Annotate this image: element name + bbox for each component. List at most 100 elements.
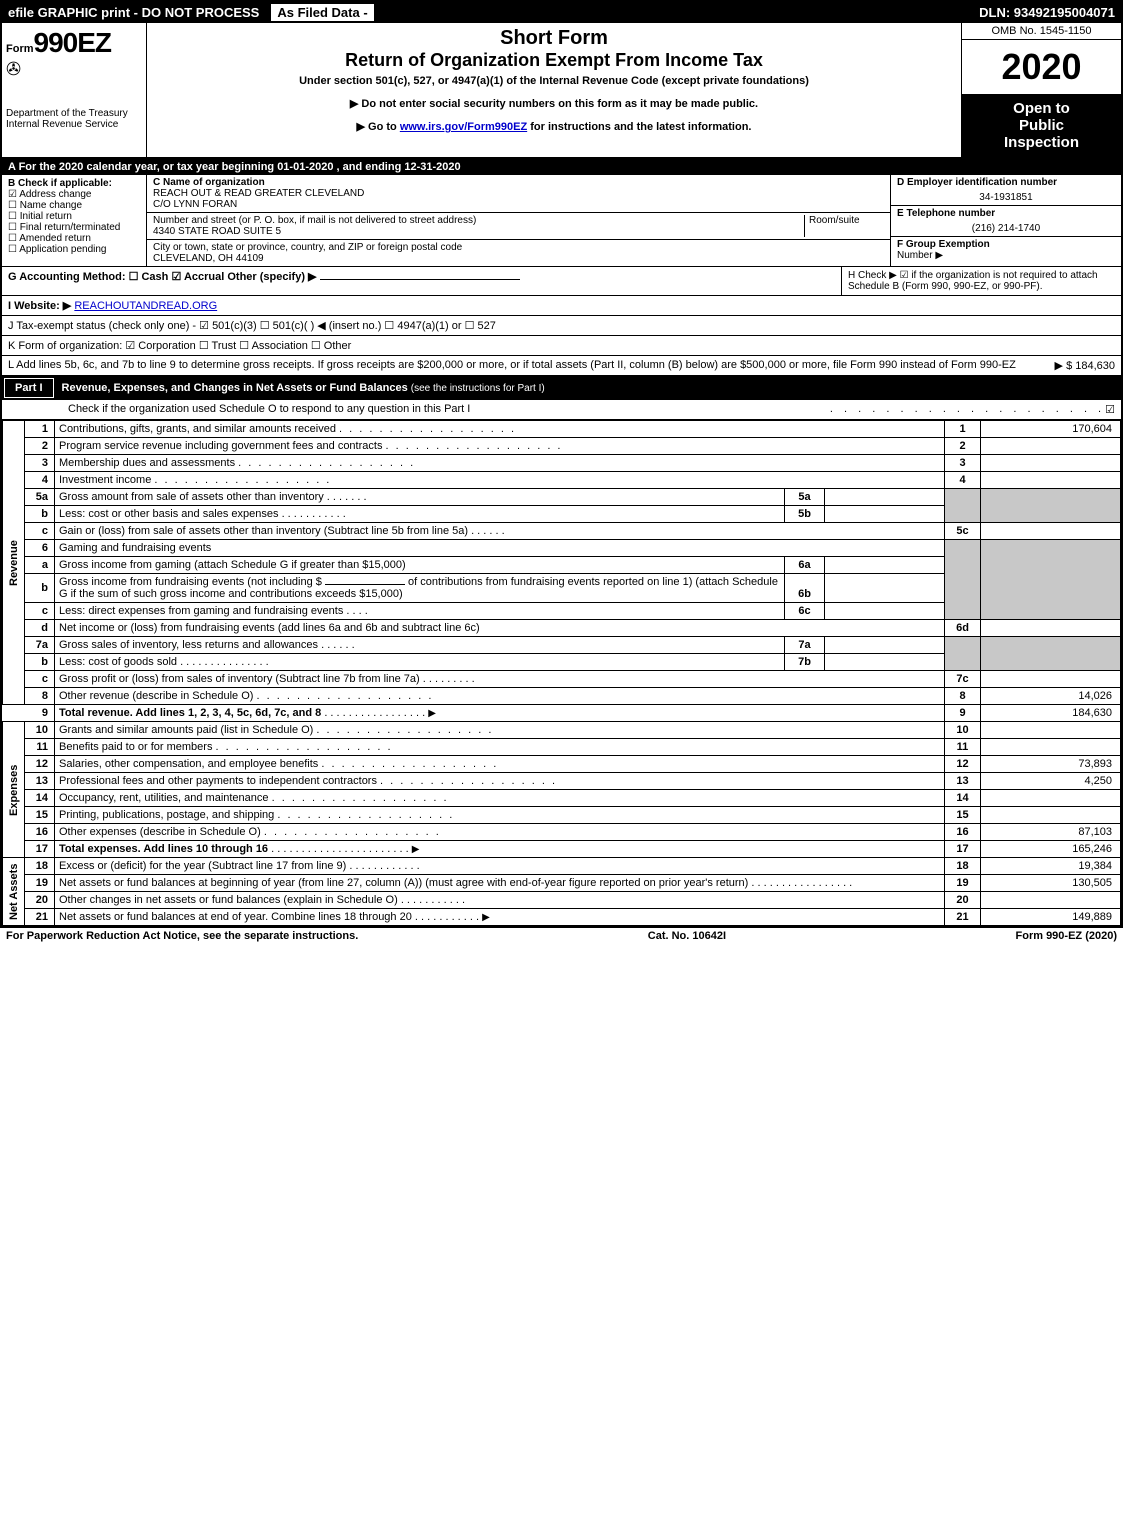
chk-final[interactable]: ☐ Final return/terminated: [8, 222, 140, 233]
line5b-num: b: [25, 506, 55, 523]
row-i: I Website: ▶ REACHOUTANDREAD.ORG: [2, 296, 1121, 316]
line5a-mn: 5a: [785, 489, 825, 506]
line21-num: 21: [25, 909, 55, 926]
topbar: efile GRAPHIC print - DO NOT PROCESS As …: [2, 2, 1121, 23]
line15-rnum: 15: [945, 807, 981, 824]
dept-treasury: Department of the Treasury: [6, 108, 142, 119]
f-group: F Group Exemption Number ▶: [891, 237, 1121, 263]
line7c-rnum: 7c: [945, 671, 981, 688]
line6c-num: c: [25, 603, 55, 620]
line12-desc: Salaries, other compensation, and employ…: [55, 756, 945, 773]
line5a-desc: Gross amount from sale of assets other t…: [55, 489, 785, 506]
chk-amended[interactable]: ☐ Amended return: [8, 233, 140, 244]
line8-num: 8: [25, 688, 55, 705]
open-line1: Open to: [968, 100, 1115, 117]
line15-desc: Printing, publications, postage, and shi…: [55, 807, 945, 824]
line15-num: 15: [25, 807, 55, 824]
line7b-num: b: [25, 654, 55, 671]
chk-initial[interactable]: ☐ Initial return: [8, 211, 140, 222]
line5b-mv: [825, 506, 945, 523]
seal-icon: ✇: [6, 59, 142, 80]
form-prefix: Form: [6, 43, 34, 55]
line9-val: 184,630: [981, 705, 1121, 722]
line19-val: 130,505: [981, 875, 1121, 892]
line21-rnum: 21: [945, 909, 981, 926]
line9-rnum: 9: [945, 705, 981, 722]
line7a-desc: Gross sales of inventory, less returns a…: [55, 637, 785, 654]
line16-num: 16: [25, 824, 55, 841]
ein-value: 34-1931851: [897, 188, 1115, 203]
form-subtitle: Under section 501(c), 527, or 4947(a)(1)…: [155, 75, 953, 87]
sidebar-expenses: Expenses: [3, 722, 25, 858]
part1-title: Revenue, Expenses, and Changes in Net As…: [56, 379, 1121, 397]
line19-desc: Net assets or fund balances at beginning…: [55, 875, 945, 892]
line6d-rnum: 6d: [945, 620, 981, 637]
line13-val: 4,250: [981, 773, 1121, 790]
line3-desc: Membership dues and assessments: [55, 455, 945, 472]
line4-desc: Investment income: [55, 472, 945, 489]
sidebar-blank: [3, 705, 25, 722]
instr-post: for instructions and the latest informat…: [527, 121, 751, 133]
chk-label-1: Name change: [20, 200, 82, 211]
irs-label: Internal Revenue Service: [6, 119, 142, 130]
line5c-val: [981, 523, 1121, 540]
line14-val: [981, 790, 1121, 807]
line3-val: [981, 455, 1121, 472]
gray6: [945, 540, 981, 620]
line6b-num: b: [25, 574, 55, 603]
e-label: E Telephone number: [897, 208, 1115, 219]
line18-desc: Excess or (deficit) for the year (Subtra…: [55, 858, 945, 875]
tax-year: 2020: [962, 40, 1121, 94]
line3-rnum: 3: [945, 455, 981, 472]
line10-val: [981, 722, 1121, 739]
line18-rnum: 18: [945, 858, 981, 875]
chk-address[interactable]: ☑ Address change: [8, 189, 140, 200]
chk-name[interactable]: ☐ Name change: [8, 200, 140, 211]
line6a-mv: [825, 557, 945, 574]
d-ein: D Employer identification number 34-1931…: [891, 175, 1121, 206]
line7c-desc: Gross profit or (loss) from sales of inv…: [55, 671, 945, 688]
line5c-desc: Gain or (loss) from sale of assets other…: [55, 523, 945, 540]
org-name: REACH OUT & READ GREATER CLEVELAND: [153, 188, 884, 199]
website-link[interactable]: REACHOUTANDREAD.ORG: [74, 300, 217, 312]
gray6v: [981, 540, 1121, 620]
org-care-of: C/O LYNN FORAN: [153, 199, 884, 210]
line6-num: 6: [25, 540, 55, 557]
open-inspection: Open to Public Inspection: [962, 94, 1121, 157]
b-label: B Check if applicable:: [8, 178, 140, 189]
open-line2: Public: [968, 117, 1115, 134]
line6c-mv: [825, 603, 945, 620]
short-form-label: Short Form: [155, 27, 953, 50]
part1-check-mark[interactable]: ☑: [1105, 403, 1115, 416]
phone-value: (216) 214-1740: [897, 219, 1115, 234]
f-label2: Number ▶: [897, 250, 943, 261]
line20-val: [981, 892, 1121, 909]
header-mid: Short Form Return of Organization Exempt…: [147, 23, 961, 157]
line7b-mn: 7b: [785, 654, 825, 671]
irs-link[interactable]: www.irs.gov/Form990EZ: [400, 121, 527, 133]
open-line3: Inspection: [968, 134, 1115, 151]
line2-num: 2: [25, 438, 55, 455]
city-label: City or town, state or province, country…: [153, 242, 884, 253]
room-label: Room/suite: [804, 215, 884, 237]
line9-desc: Total revenue. Add lines 1, 2, 3, 4, 5c,…: [55, 705, 945, 722]
city-value: CLEVELAND, OH 44109: [153, 253, 884, 264]
col-b: B Check if applicable: ☑ Address change …: [2, 175, 147, 266]
g-accounting: G Accounting Method: ☐ Cash ☑ Accrual Ot…: [2, 267, 841, 295]
gray5v: [981, 489, 1121, 523]
line16-desc: Other expenses (describe in Schedule O): [55, 824, 945, 841]
line1-val: 170,604: [981, 421, 1121, 438]
line17-desc: Total expenses. Add lines 10 through 16 …: [55, 841, 945, 858]
line20-num: 20: [25, 892, 55, 909]
line1-rnum: 1: [945, 421, 981, 438]
as-filed-label: As Filed Data -: [269, 2, 375, 23]
header-right: OMB No. 1545-1150 2020 Open to Public In…: [961, 23, 1121, 157]
line19-rnum: 19: [945, 875, 981, 892]
line20-desc: Other changes in net assets or fund bala…: [55, 892, 945, 909]
chk-pending[interactable]: ☐ Application pending: [8, 244, 140, 255]
line6d-val: [981, 620, 1121, 637]
sidebar-netassets: Net Assets: [3, 858, 25, 926]
gray5: [945, 489, 981, 523]
h-schedule-b: H Check ▶ ☑ if the organization is not r…: [841, 267, 1121, 295]
f-label: F Group Exemption: [897, 239, 990, 250]
